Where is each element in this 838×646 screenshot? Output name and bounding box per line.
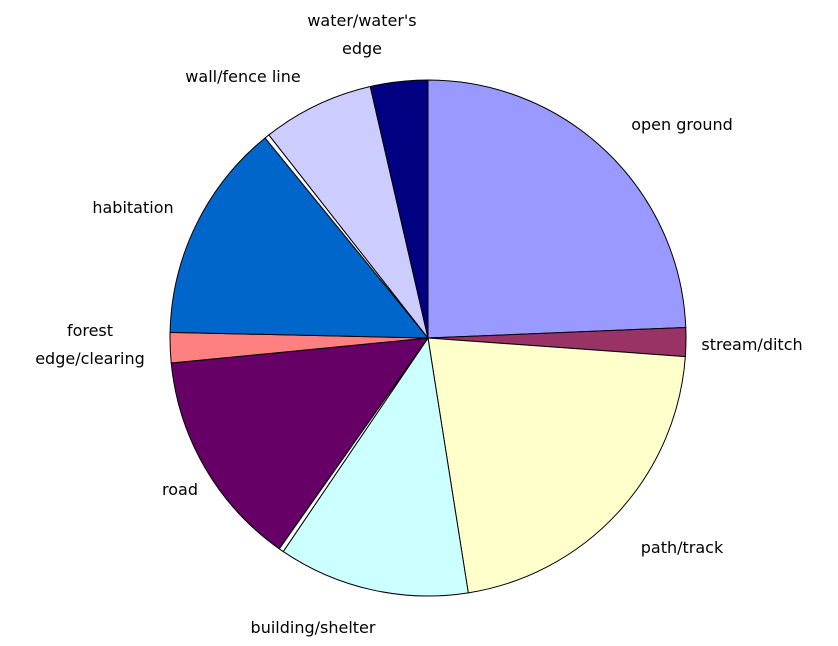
pie-slice: [427, 337, 686, 594]
pie-slice: [427, 79, 687, 339]
slice-label: building/shelter: [250, 618, 376, 637]
slice-label: forest edge/clearing: [35, 321, 145, 368]
slice-label: open ground: [631, 115, 733, 134]
slice-label: road: [162, 480, 198, 499]
slice-label: path/track: [640, 538, 724, 557]
slice-label: stream/ditch: [701, 335, 803, 354]
pie-slice: [369, 79, 429, 339]
slice-label: water/water's edge: [307, 11, 417, 58]
pie-slice: [282, 336, 469, 597]
pie-slice: [170, 337, 430, 550]
pie-slice: [169, 137, 430, 339]
slice-label: habitation: [92, 198, 174, 217]
pie-slice: [268, 85, 429, 339]
slice-label: wall/fence line: [185, 67, 301, 86]
